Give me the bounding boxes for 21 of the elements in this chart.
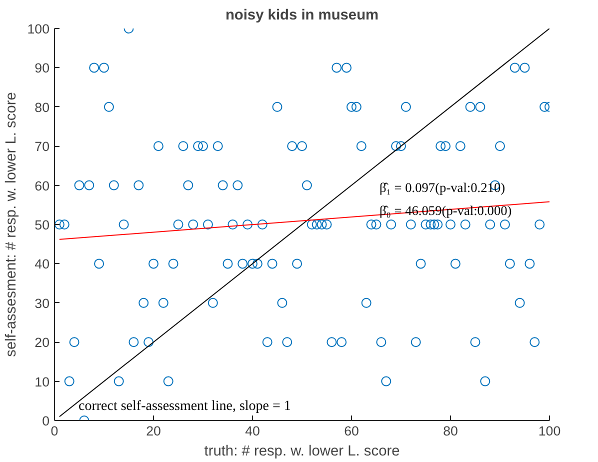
chart-title: noisy kids in museum xyxy=(225,8,379,24)
y-tick-label: 40 xyxy=(34,256,50,272)
y-tick-label: 60 xyxy=(34,178,50,194)
x-tick-label: 40 xyxy=(245,424,260,438)
y-tick-label: 100 xyxy=(27,22,50,36)
y-tick-label: 80 xyxy=(34,100,50,115)
x-tick-label: 100 xyxy=(538,424,561,438)
x-tick-label: 20 xyxy=(146,424,161,438)
y-tick-label: 20 xyxy=(34,335,50,350)
annotation: β̂₁ = 0.097(p-val:0.210) xyxy=(380,180,506,195)
annotation: correct self-assessment line, slope = 1 xyxy=(78,399,291,414)
x-tick-label: 60 xyxy=(344,424,359,438)
y-tick-label: 70 xyxy=(34,139,50,154)
y-axis-title: self-assesment: # resp. w. lower L. score xyxy=(3,92,20,357)
y-tick-label: 30 xyxy=(34,296,50,311)
y-tick-label: 50 xyxy=(34,218,50,232)
y-tick-label: 0 xyxy=(42,414,50,428)
y-tick-label: 10 xyxy=(34,374,50,390)
x-axis-title: truth: # resp. w. lower L. score xyxy=(204,444,400,460)
x-tick-label: 80 xyxy=(443,424,458,438)
y-tick-label: 90 xyxy=(34,60,50,76)
